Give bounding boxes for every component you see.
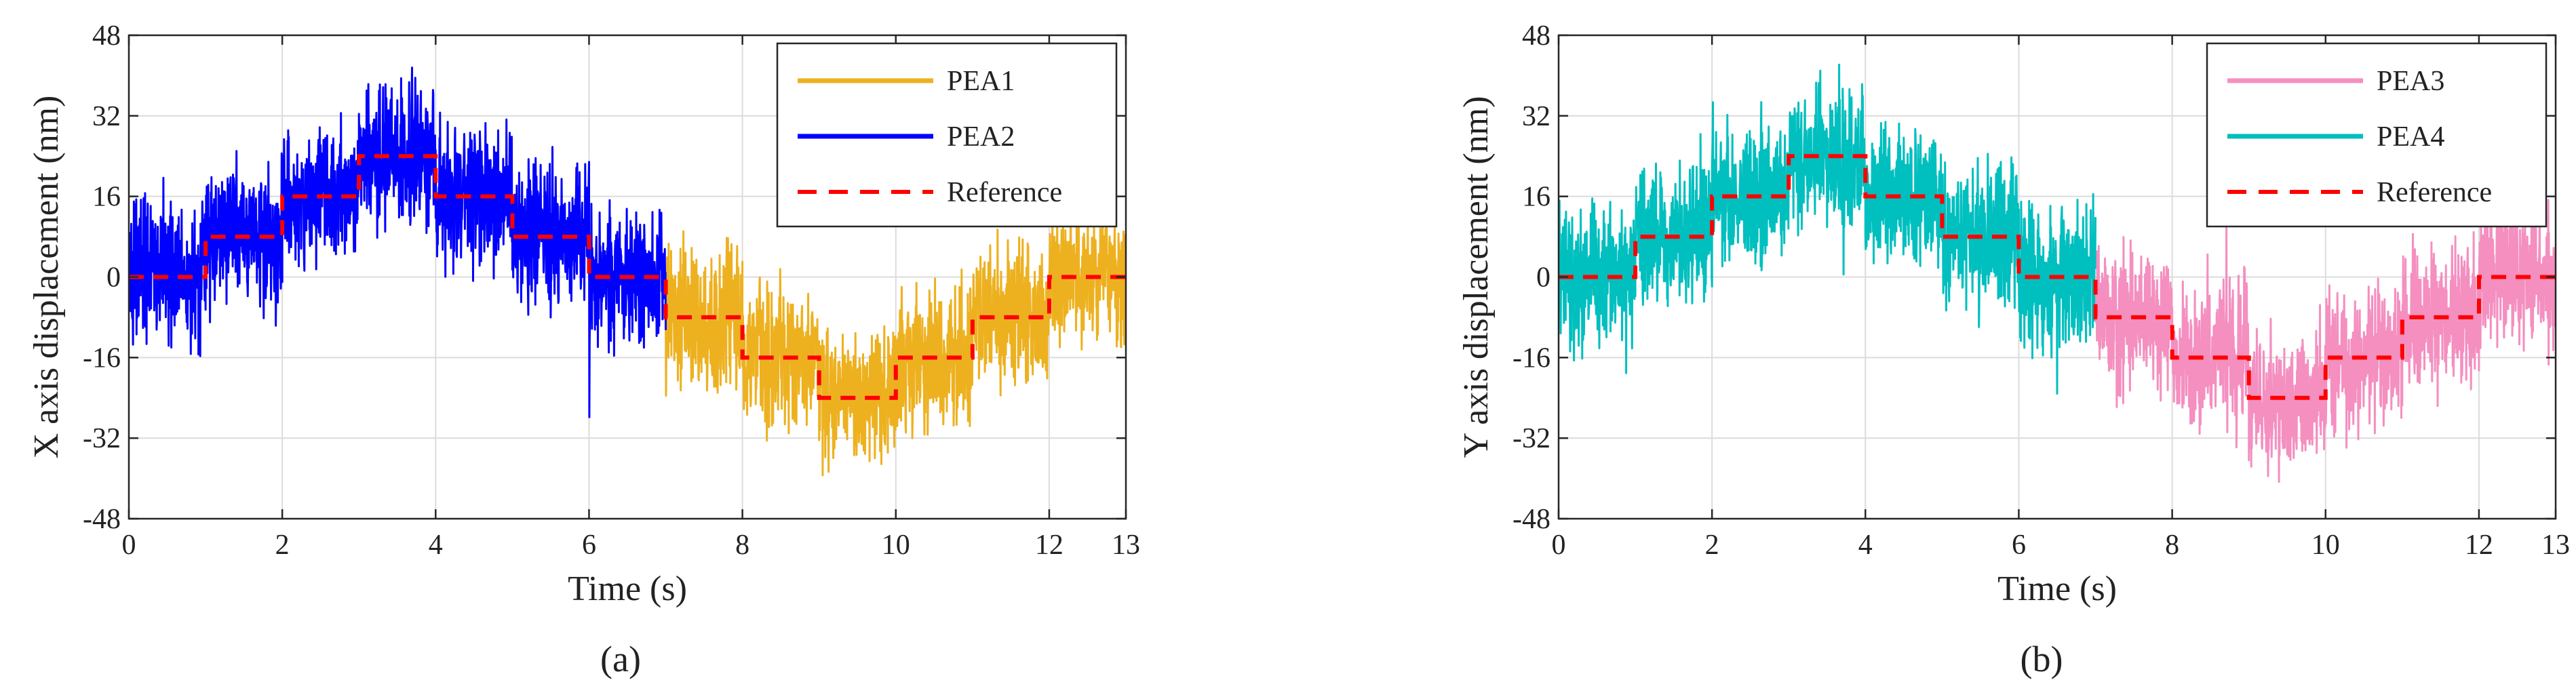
y-tick-label: -32 <box>1513 423 1550 454</box>
y-tick-label: 16 <box>92 182 121 213</box>
legend-label-reference: Reference <box>947 177 1062 208</box>
legend-label-pea2: PEA2 <box>947 121 1015 153</box>
legend: PEA1 PEA2 Reference <box>776 42 1118 228</box>
x-tick-label: 2 <box>275 530 290 561</box>
x-tick-label: 10 <box>2311 530 2340 561</box>
x-tick-label: 13 <box>2541 530 2570 561</box>
chart-panel-a: 0 2 4 6 8 10 12 13 -48 -32 -16 0 16 32 48 Time (s) X axi… <box>27 20 1140 679</box>
reference-line <box>129 154 1126 400</box>
y-axis-label: X axis displacement (nm) <box>27 96 66 459</box>
y-tick-label: 48 <box>92 20 121 52</box>
y-tick-label: -16 <box>1513 342 1550 374</box>
y-tick-label: 32 <box>92 101 121 132</box>
y-tick-label: 0 <box>106 262 121 294</box>
chart-panel-b: 0 2 4 6 8 10 12 13 -48 -32 -16 0 16 32 48 Time (s) Y axi… <box>1457 20 2570 679</box>
x-tick-label: 2 <box>1705 530 1719 561</box>
x-axis-label: Time (s) <box>1997 570 2117 608</box>
legend-label-reference: Reference <box>2377 177 2492 208</box>
legend: PEA3 PEA4 Reference <box>2206 42 2548 228</box>
y-tick-label: -48 <box>1513 504 1550 535</box>
legend-label-pea4: PEA4 <box>2377 121 2444 153</box>
panel-caption: (b) <box>2021 639 2063 679</box>
series-line-pea2 <box>129 66 667 418</box>
y-tick-label: 48 <box>1522 20 1550 52</box>
x-tick-label: 0 <box>1552 530 1566 561</box>
x-tick-label: 6 <box>2012 530 2026 561</box>
y-tick-label: -32 <box>83 423 121 454</box>
y-tick-label: -16 <box>83 342 121 374</box>
x-tick-label: 0 <box>122 530 136 561</box>
y-axis-label: Y axis displacement (nm) <box>1457 96 1496 458</box>
x-tick-label: 12 <box>1035 530 1063 561</box>
x-tick-label: 10 <box>882 530 910 561</box>
x-axis-label: Time (s) <box>568 570 687 608</box>
series-line-pea4 <box>1559 63 2096 395</box>
reference-line <box>1559 154 2556 400</box>
panel-caption: (a) <box>600 639 641 679</box>
y-tick-label: 32 <box>1522 101 1550 132</box>
y-tick-label: 16 <box>1522 182 1550 213</box>
x-tick-label: 12 <box>2465 530 2493 561</box>
legend-label-pea1: PEA1 <box>947 66 1015 97</box>
x-tick-label: 8 <box>2165 530 2179 561</box>
x-tick-label: 8 <box>735 530 749 561</box>
x-tick-label: 6 <box>582 530 596 561</box>
x-tick-label: 4 <box>1858 530 1873 561</box>
legend-label-pea3: PEA3 <box>2377 66 2444 97</box>
y-tick-label: 0 <box>1536 262 1550 294</box>
x-tick-label: 4 <box>429 530 443 561</box>
x-tick-label: 13 <box>1112 530 1140 561</box>
y-tick-label: -48 <box>83 504 121 535</box>
